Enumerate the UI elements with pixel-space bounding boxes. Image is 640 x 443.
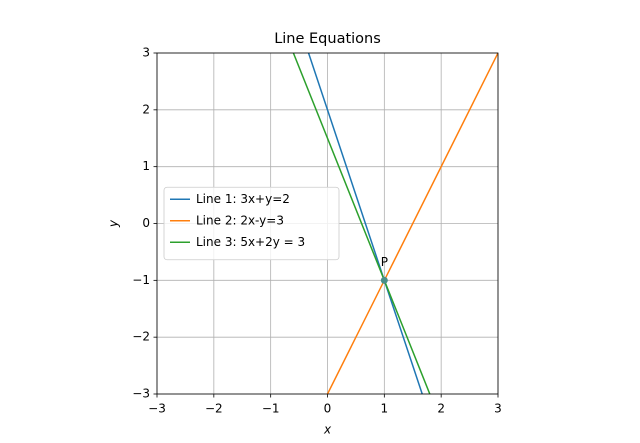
x-tick-label: 0: [324, 402, 332, 416]
y-axis-label: y: [107, 219, 121, 228]
point-label: P: [381, 255, 388, 269]
legend-label: Line 2: 2x-y=3: [196, 213, 284, 227]
y-tick-label: 2: [142, 102, 150, 116]
x-tick-label: −1: [262, 402, 280, 416]
x-tick-label: −3: [148, 402, 166, 416]
x-axis-label: x: [323, 423, 332, 437]
axes-frame: [156, 52, 499, 395]
y-tick-label: 0: [142, 216, 150, 230]
series-line: [326, 53, 498, 394]
legend: [163, 186, 340, 261]
x-tick-label: 2: [437, 402, 445, 416]
point: [380, 276, 388, 284]
y-tick-label: −1: [132, 273, 150, 287]
y-tick-label: 3: [142, 46, 150, 60]
y-tick-label: −2: [132, 330, 150, 344]
legend-label: Line 3: 5x+2y = 3: [196, 235, 305, 249]
x-tick-label: −2: [205, 402, 223, 416]
chart-title: Line Equations: [274, 31, 381, 47]
legend-label: Line 1: 3x+y=2: [196, 192, 290, 206]
series-line: [307, 53, 424, 394]
series-line: [292, 53, 431, 394]
y-tick-label: −3: [132, 387, 150, 401]
x-tick-label: 3: [494, 402, 502, 416]
plot-area: [292, 53, 498, 394]
y-tick-label: 1: [142, 159, 150, 173]
x-tick-label: 1: [381, 402, 389, 416]
